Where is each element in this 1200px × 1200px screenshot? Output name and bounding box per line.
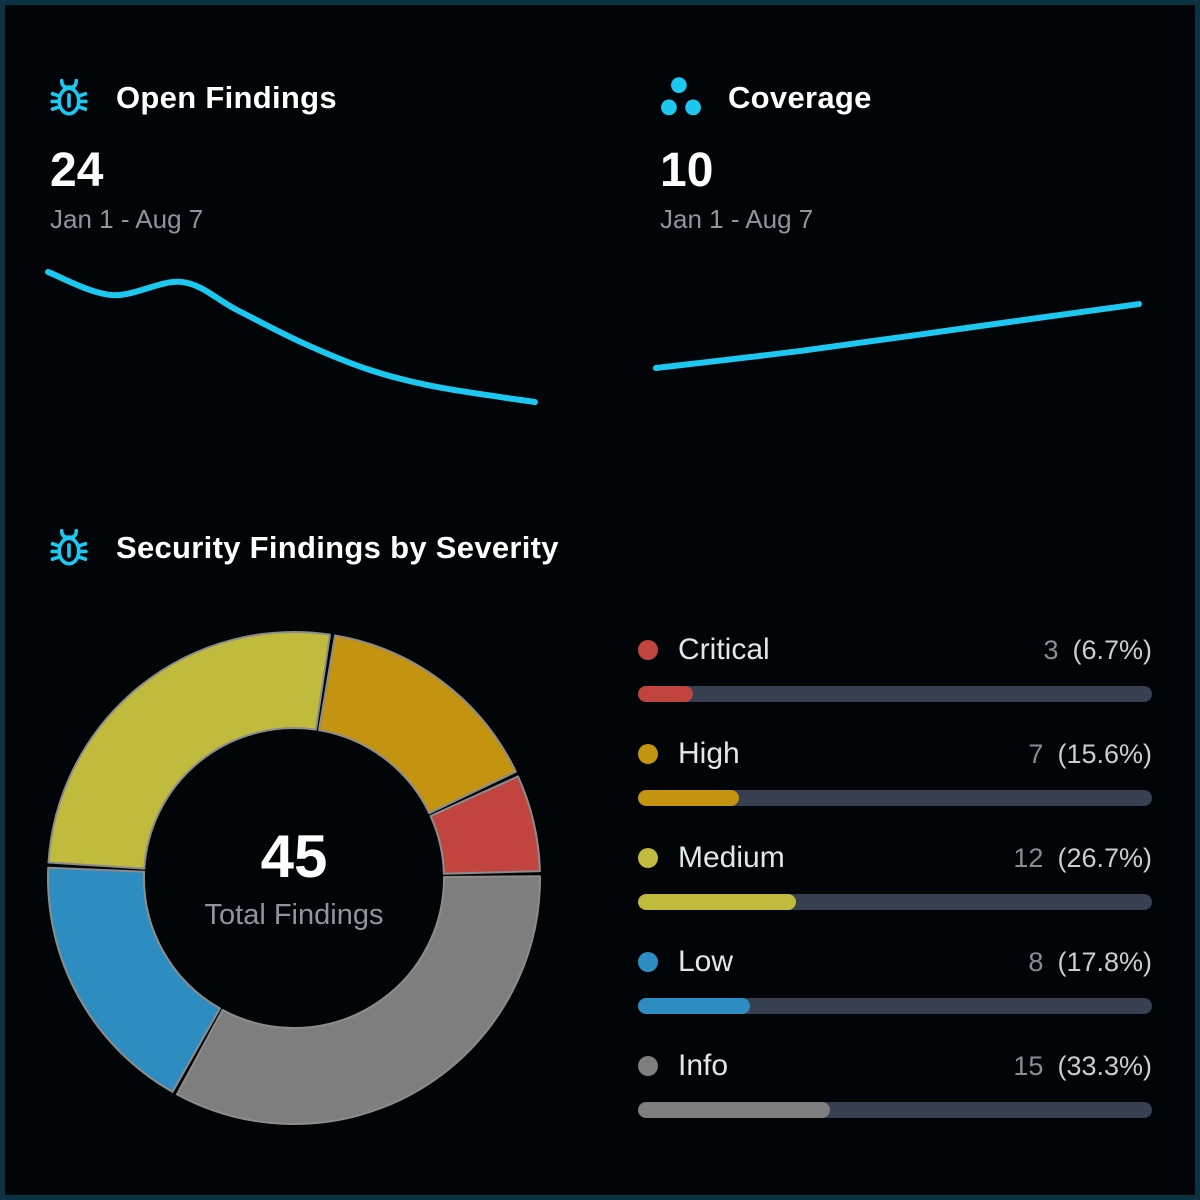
donut-svg bbox=[47, 631, 541, 1125]
severity-color-dot bbox=[638, 744, 658, 764]
severity-count: 7 bbox=[1028, 738, 1044, 769]
open-findings-value: 24 bbox=[50, 144, 104, 197]
severity-title: Security Findings by Severity bbox=[116, 529, 559, 565]
open-findings-sparkline bbox=[45, 269, 538, 406]
severity-percentage: (15.6%) bbox=[1057, 738, 1152, 769]
severity-bar-track bbox=[638, 998, 1152, 1014]
severity-legend-row-header: Low 8 (17.8%) bbox=[638, 945, 1152, 978]
severity-legend-row-header: High 7 (15.6%) bbox=[638, 737, 1152, 770]
coverage-header: Coverage bbox=[658, 54, 872, 141]
severity-color-dot bbox=[638, 640, 658, 660]
severity-bar-track bbox=[638, 790, 1152, 806]
severity-header: Security Findings by Severity bbox=[46, 504, 559, 591]
severity-legend-row: Info 15 (33.3%) bbox=[638, 1049, 1152, 1118]
donut-segment-critical bbox=[429, 775, 541, 875]
severity-legend-row: High 7 (15.6%) bbox=[638, 737, 1152, 806]
severity-legend-row-header: Info 15 (33.3%) bbox=[638, 1049, 1152, 1082]
donut-segment-medium bbox=[47, 631, 331, 870]
severity-label: Low bbox=[678, 945, 734, 978]
scatter-dots-icon bbox=[658, 75, 704, 121]
severity-count: 3 bbox=[1043, 634, 1059, 665]
donut-segment-high bbox=[318, 634, 517, 815]
severity-count: 8 bbox=[1028, 946, 1044, 977]
severity-label: High bbox=[678, 737, 740, 770]
bug-icon bbox=[46, 75, 92, 121]
severity-color-dot bbox=[638, 848, 658, 868]
coverage-value: 10 bbox=[660, 144, 714, 197]
severity-bar-fill bbox=[638, 894, 796, 910]
coverage-title: Coverage bbox=[728, 79, 872, 115]
severity-legend-row: Medium 12 (26.7%) bbox=[638, 841, 1152, 910]
severity-percentage: (26.7%) bbox=[1057, 842, 1152, 873]
open-findings-title: Open Findings bbox=[116, 79, 337, 115]
severity-label: Critical bbox=[678, 633, 770, 666]
severity-legend: Critical 3 (6.7%) High 7 (15.6%) Medium … bbox=[638, 633, 1152, 1154]
severity-donut-chart: 45 Total Findings bbox=[44, 628, 544, 1128]
severity-bar-fill bbox=[638, 998, 751, 1014]
open-findings-header: Open Findings bbox=[46, 54, 337, 141]
severity-label: Medium bbox=[678, 841, 785, 874]
open-findings-date-range: Jan 1 - Aug 7 bbox=[50, 204, 204, 234]
severity-bar-track bbox=[638, 894, 1152, 910]
severity-bar-fill bbox=[638, 790, 739, 806]
severity-label: Info bbox=[678, 1049, 729, 1082]
severity-bar-track bbox=[638, 1102, 1152, 1118]
severity-color-dot bbox=[638, 1056, 658, 1076]
severity-percentage: (17.8%) bbox=[1057, 946, 1152, 977]
severity-count: 12 bbox=[1013, 842, 1044, 873]
severity-bar-track bbox=[638, 686, 1152, 702]
donut-segment-low bbox=[47, 866, 221, 1093]
severity-legend-row-header: Medium 12 (26.7%) bbox=[638, 841, 1152, 874]
severity-legend-row-header: Critical 3 (6.7%) bbox=[638, 633, 1152, 666]
severity-color-dot bbox=[638, 952, 658, 972]
severity-bar-fill bbox=[638, 686, 693, 702]
bug-icon bbox=[46, 525, 92, 571]
severity-bar-fill bbox=[638, 1102, 830, 1118]
severity-percentage: (33.3%) bbox=[1057, 1050, 1152, 1081]
donut-segment-info bbox=[176, 875, 541, 1125]
severity-legend-row: Critical 3 (6.7%) bbox=[638, 633, 1152, 702]
coverage-sparkline bbox=[652, 301, 1143, 372]
severity-count: 15 bbox=[1013, 1050, 1044, 1081]
coverage-date-range: Jan 1 - Aug 7 bbox=[660, 204, 814, 234]
severity-percentage: (6.7%) bbox=[1072, 634, 1152, 665]
severity-legend-row: Low 8 (17.8%) bbox=[638, 945, 1152, 1014]
